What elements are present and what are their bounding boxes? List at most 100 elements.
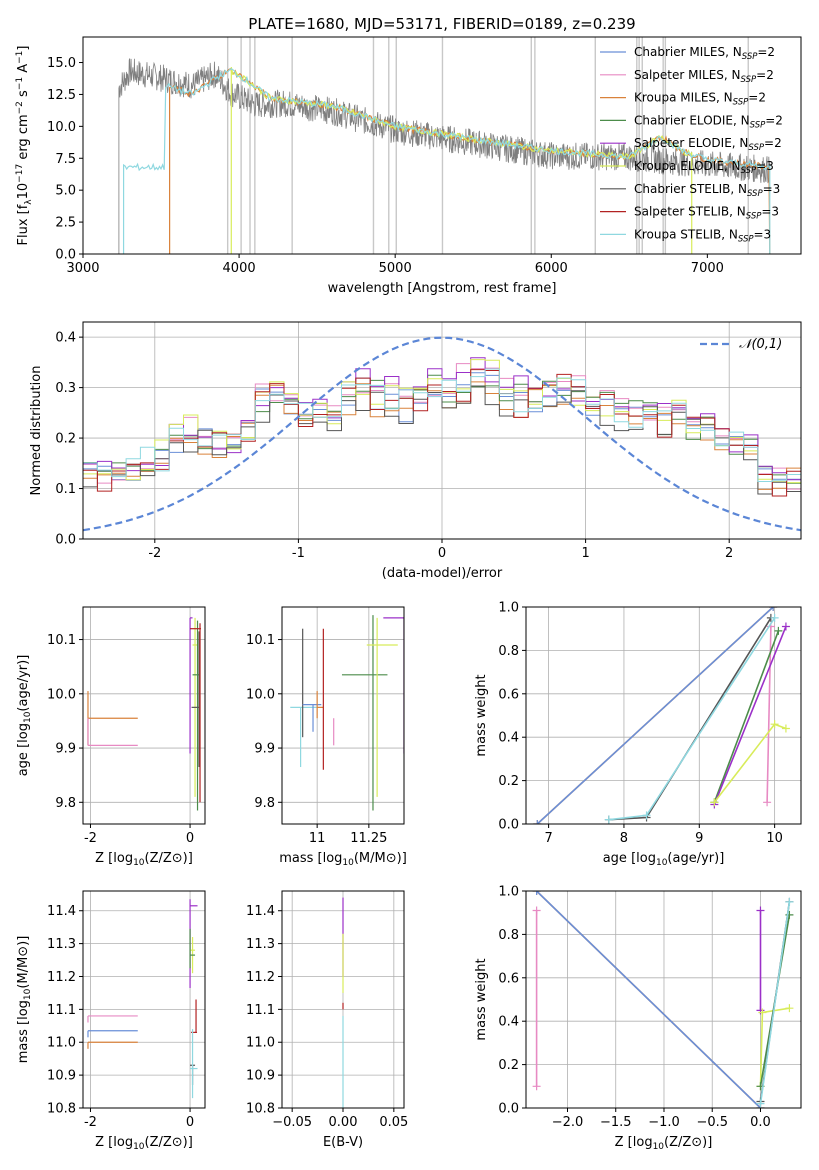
- legend-entry: Chabrier STELIB, NSSP=3: [634, 182, 780, 199]
- y-tick-label: 11.2: [47, 970, 76, 985]
- y-tick-label: 15.0: [47, 56, 76, 71]
- x-tick-label: 0: [438, 546, 446, 561]
- y-tick-label: 0.4: [498, 1015, 519, 1030]
- mass-weight-line-salpeter-elodie: [713, 626, 787, 805]
- y-axis-label: mass weight: [474, 958, 489, 1040]
- y-tick-label: 11.3: [246, 937, 275, 952]
- x-tick-label: -1: [292, 546, 305, 561]
- y-tick-label: 9.9: [254, 742, 275, 757]
- y-tick-label: 0.4: [55, 331, 76, 346]
- x-axis-label: Z [log10(Z/Z⊙)]: [615, 1135, 713, 1152]
- x-axis-label: mass [log10(M/M⊙)]: [279, 851, 407, 868]
- y-tick-label: 0.0: [55, 248, 76, 263]
- plot-background: [83, 607, 205, 824]
- mass-weight-line-chabrier-elodie: [713, 630, 780, 803]
- y-tick-label: 7.5: [55, 152, 76, 167]
- residual-histogram-chabrier-stelib: [83, 385, 801, 495]
- frame: 11 11.25 9.8 9.9 10.0 10.1 mass [log10(M/M⊙)]: [246, 606, 407, 868]
- plot-content: [533, 607, 790, 824]
- x-tick-label: 11: [309, 831, 326, 846]
- axes-frame: [281, 606, 405, 825]
- y-tick-label: 11.2: [246, 970, 275, 985]
- x-axis-label: wavelength [Angstrom, rest frame]: [328, 281, 557, 296]
- y-tick-label: 10.8: [246, 1102, 275, 1117]
- legend-entry: Chabrier ELODIE, NSSP=2: [634, 113, 783, 130]
- legend-entry: Salpeter ELODIE, NSSP=2: [634, 136, 782, 153]
- y-tick-label: 1.0: [498, 601, 519, 616]
- x-tick-label: −0.5: [696, 1115, 728, 1130]
- legend-entry: 𝒩(0,1): [739, 337, 782, 352]
- mass-weight-marker: [532, 1082, 541, 1091]
- y-tick-label: 11.1: [47, 1003, 76, 1018]
- x-axis-label: E(B-V): [323, 1135, 363, 1150]
- x-tick-label: 0.0: [750, 1115, 771, 1130]
- y-tick-label: 9.8: [55, 796, 76, 811]
- mass-weight-marker: [756, 1099, 765, 1108]
- axes-age_vs_Z: -2 0 9.8 9.9 10.0 10.1 Z [log10(Z/Z⊙)] age [log…: [16, 606, 206, 868]
- mass-weight-marker: [770, 720, 779, 729]
- plot-content: [83, 336, 801, 532]
- x-tick-label: −2.0: [552, 1115, 584, 1130]
- mass-weight-line-salpeter-miles: [766, 626, 772, 803]
- legend-entry: Kroupa MILES, NSSP=2: [634, 91, 766, 108]
- y-tick-label: 0.4: [498, 731, 519, 746]
- y-tick-label: 0.6: [498, 971, 519, 986]
- x-tick-label: 3000: [66, 261, 99, 276]
- plot-content: [532, 891, 794, 1108]
- y-tick-label: 0.2: [55, 432, 76, 447]
- mass-weight-line-chabrier-miles: [536, 607, 774, 824]
- x-tick-label: 0.00: [329, 1115, 358, 1130]
- plots-layer: 3000 4000 5000 6000 70000.02.55.07.510.012.5…: [15, 36, 802, 1152]
- axes-massweight_vs_Z: −2.0 −1.5 −1.0 −0.5 0.0 0.0 0.2 0.4 0.6 0.8 1.0 Z […: [474, 885, 802, 1152]
- y-tick-label: 0.1: [55, 482, 76, 497]
- axes-massweight_vs_age: 7 8 9 10 0.0 0.2 0.4 0.6 0.8 1.0 age [log10(age/yr…: [474, 601, 802, 868]
- axes-spectrum: 3000 4000 5000 6000 7000 0.0 2.5 5.0 7.5 10.0 12.5…: [15, 36, 802, 296]
- mass-weight-marker: [532, 891, 541, 895]
- mass-weight-marker: [781, 622, 790, 631]
- axes-frame: [82, 890, 206, 1109]
- y-tick-label: 10.0: [246, 687, 275, 702]
- plot-content: [87, 899, 198, 1099]
- frame: −0.05 0.00 0.05 10.8 10.9 11.0 11.1 11.2 11.3 11.…: [246, 890, 408, 1150]
- axes-age_vs_mass: 11 11.25 9.8 9.9 10.0 10.1 mass [log10(M/M⊙)]: [246, 606, 407, 868]
- x-tick-label: 4000: [223, 261, 256, 276]
- y-tick-label: 10.9: [246, 1069, 275, 1084]
- legend-entry: Kroupa ELODIE, NSSP=3: [634, 159, 774, 176]
- plot-content: [87, 617, 202, 811]
- mass-weight-marker: [710, 798, 719, 807]
- axes-frame: [525, 606, 802, 825]
- mass-weight-line-chabrier-miles: [536, 891, 762, 1108]
- mass-weight-marker: [604, 815, 613, 824]
- figure-title: PLATE=1680, MJD=53171, FIBERID=0189, z=0…: [248, 15, 635, 33]
- x-tick-label: −1.0: [648, 1115, 680, 1130]
- y-tick-label: 11.3: [47, 937, 76, 952]
- x-tick-label: 0: [186, 831, 194, 846]
- x-axis-label: Z [log10(Z/Z⊙)]: [95, 1135, 193, 1152]
- y-tick-label: 2.5: [55, 216, 76, 231]
- x-tick-label: 0.05: [379, 1115, 408, 1130]
- axes-residuals: -2 -1 0 1 2 0.0 0.1 0.2 0.3 0.4 (data-model)/error…: [29, 321, 802, 581]
- x-tick-label: 6000: [535, 261, 568, 276]
- residual-histogram-salpeter-elodie: [83, 357, 801, 481]
- plot-background: [526, 891, 801, 1108]
- x-tick-label: 1: [581, 546, 589, 561]
- y-tick-label: 1.0: [498, 885, 519, 900]
- mass-weight-marker: [763, 798, 772, 807]
- mass-weight-marker: [532, 906, 541, 915]
- frame: 3000 4000 5000 6000 7000 0.0 2.5 5.0 7.5 10.0 12.5…: [15, 36, 802, 296]
- x-tick-label: 7000: [691, 261, 724, 276]
- y-tick-label: 9.8: [254, 796, 275, 811]
- x-axis-label: age [log10(age/yr)]: [603, 851, 725, 868]
- y-tick-label: 0.0: [498, 1102, 519, 1117]
- x-tick-label: 10: [766, 831, 783, 846]
- axes-frame: [82, 606, 206, 825]
- y-tick-label: 10.0: [47, 120, 76, 135]
- y-tick-label: 11.0: [246, 1036, 275, 1051]
- frame: −2.0 −1.5 −1.0 −0.5 0.0 0.0 0.2 0.4 0.6 0.8 1.0 Z […: [474, 885, 802, 1152]
- legend-entry: Kroupa STELIB, NSSP=3: [634, 227, 771, 244]
- x-tick-label: 8: [620, 831, 628, 846]
- mass-weight-marker: [642, 811, 651, 820]
- x-tick-label: −1.5: [600, 1115, 632, 1130]
- y-tick-label: 11.4: [246, 904, 275, 919]
